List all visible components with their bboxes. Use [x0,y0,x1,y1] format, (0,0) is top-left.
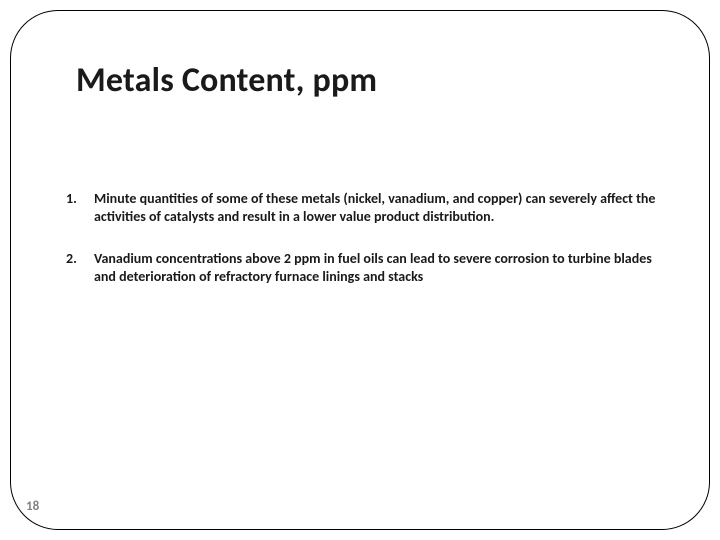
page-number: 18 [26,499,39,514]
numbered-list: 1. Minute quantities of some of these me… [66,190,666,310]
list-item-text: Minute quantities of some of these metal… [90,190,666,226]
list-item: 2. Vanadium concentrations above 2 ppm i… [66,250,666,286]
list-item: 1. Minute quantities of some of these me… [66,190,666,226]
list-item-number: 1. [66,190,90,226]
slide-title: Metals Content, ppm [76,60,377,101]
list-item-text: Vanadium concentrations above 2 ppm in f… [90,250,666,286]
list-item-number: 2. [66,250,90,286]
